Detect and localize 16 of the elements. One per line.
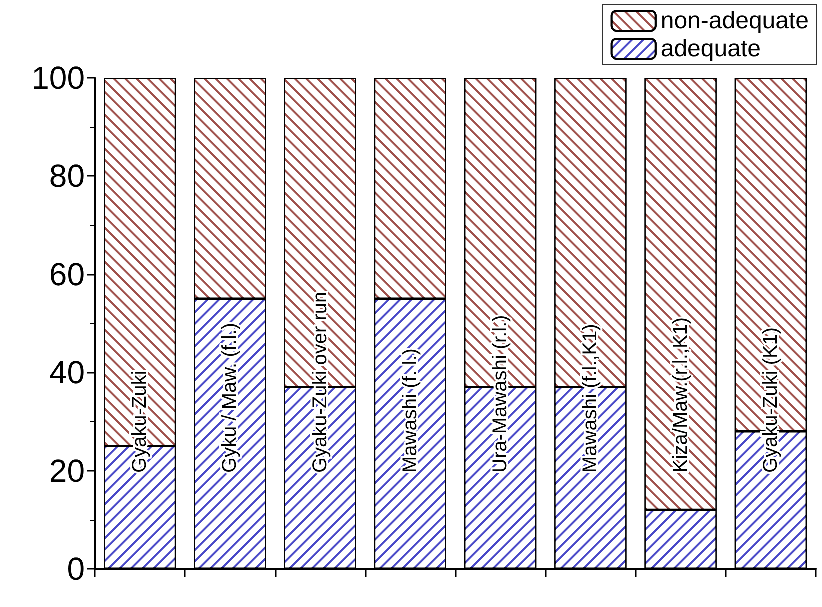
x-tick-label: Gyaku-Zuki over run <box>309 292 332 473</box>
y-tick-label: 20 <box>49 452 85 489</box>
x-tick-label: Mawashi (f. l.) <box>399 348 422 473</box>
legend-label: non-adequate <box>660 8 810 34</box>
y-tick-label: 80 <box>49 158 85 194</box>
y-tick-label: 40 <box>49 354 85 391</box>
x-tick-label: Ura-Mawashi (r.l.) <box>490 315 512 473</box>
x-tick-label: Gyaku-Zuki <box>129 370 152 473</box>
y-tick-label: 60 <box>49 256 85 292</box>
y-tick-label: 100 <box>32 60 85 96</box>
x-tick-label: Mawashi (f.l.,K1) <box>580 324 602 473</box>
y-tick-label: 0 <box>67 551 85 587</box>
x-tick-label: Gyaku-Zuki (K1) <box>760 327 782 473</box>
x-tick-label: Kiza/Maw.(r.l.,K1) <box>670 317 692 473</box>
x-tick-label: Gyku / Maw. (f.l.) <box>219 322 242 473</box>
legend-label: adequate <box>660 36 761 62</box>
